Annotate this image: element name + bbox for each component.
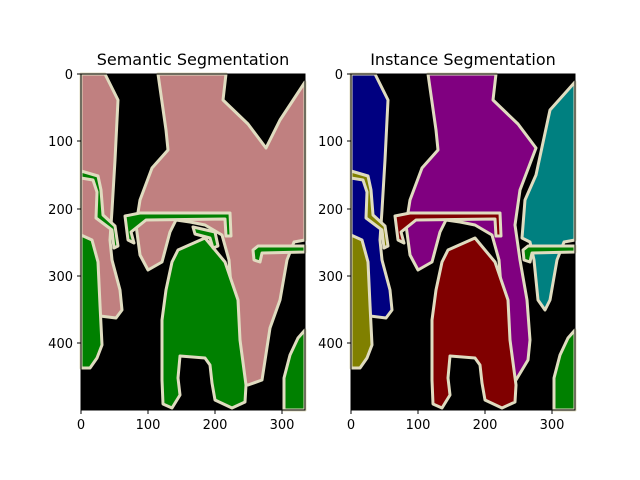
semantic-x-tick-labels: 0 100 200 300: [77, 418, 295, 433]
instance-axes-frame: [350, 73, 576, 411]
y-tick-label: 300: [48, 270, 73, 285]
bicycle-instance-left: [349, 233, 374, 370]
y-tick-label: 400: [318, 337, 343, 352]
x-tick-label: 200: [473, 418, 498, 433]
instance-title: Instance Segmentation: [370, 50, 556, 69]
bicycle-instance-center: [430, 236, 518, 410]
x-tick-label: 300: [540, 418, 565, 433]
x-tick-label: 300: [270, 418, 295, 433]
y-tick-label: 200: [48, 203, 73, 218]
x-tick-label: 0: [347, 418, 355, 433]
handlebar-instance-right: [521, 244, 577, 264]
instance-x-tick-labels: 0 100 200 300: [347, 418, 565, 433]
semantic-image: [79, 72, 307, 412]
semantic-tick-marks: [77, 73, 283, 414]
handlebar-instance-left: [349, 169, 390, 250]
y-tick-label: 200: [318, 203, 343, 218]
semantic-y-tick-labels: 0 100 200 300 400: [48, 68, 73, 352]
semantic-title: Semantic Segmentation: [97, 50, 290, 69]
instance-image: [349, 72, 577, 412]
y-tick-label: 0: [335, 68, 343, 83]
x-tick-label: 0: [77, 418, 85, 433]
semantic-bicycles: [79, 169, 307, 412]
instance-y-tick-labels: 0 100 200 300 400: [318, 68, 343, 352]
y-tick-label: 300: [318, 270, 343, 285]
x-tick-label: 100: [406, 418, 431, 433]
y-tick-label: 100: [48, 135, 73, 150]
handlebar-instance-center: [393, 211, 503, 245]
semantic-axes-frame: [80, 73, 306, 411]
instance-tick-marks: [347, 73, 553, 414]
instance-bicycles: [349, 169, 577, 412]
y-tick-label: 400: [48, 337, 73, 352]
y-tick-label: 100: [318, 135, 343, 150]
y-tick-label: 0: [65, 68, 73, 83]
x-tick-label: 200: [203, 418, 228, 433]
x-tick-label: 100: [136, 418, 161, 433]
